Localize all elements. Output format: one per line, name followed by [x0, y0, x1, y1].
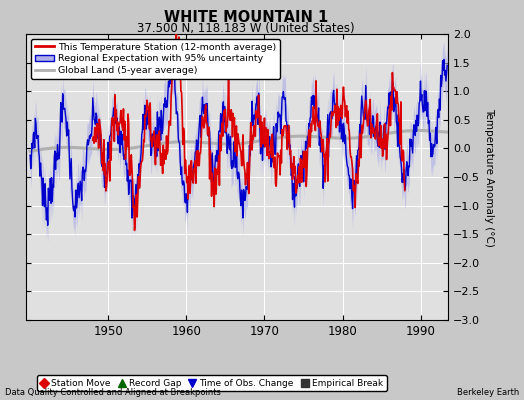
Y-axis label: Temperature Anomaly (°C): Temperature Anomaly (°C) [484, 108, 494, 246]
Text: WHITE MOUNTAIN 1: WHITE MOUNTAIN 1 [164, 10, 329, 25]
Text: Data Quality Controlled and Aligned at Breakpoints: Data Quality Controlled and Aligned at B… [5, 388, 221, 397]
Text: 37.500 N, 118.183 W (United States): 37.500 N, 118.183 W (United States) [137, 22, 355, 35]
Text: Berkeley Earth: Berkeley Earth [456, 388, 519, 397]
Legend: Station Move, Record Gap, Time of Obs. Change, Empirical Break: Station Move, Record Gap, Time of Obs. C… [37, 375, 387, 391]
